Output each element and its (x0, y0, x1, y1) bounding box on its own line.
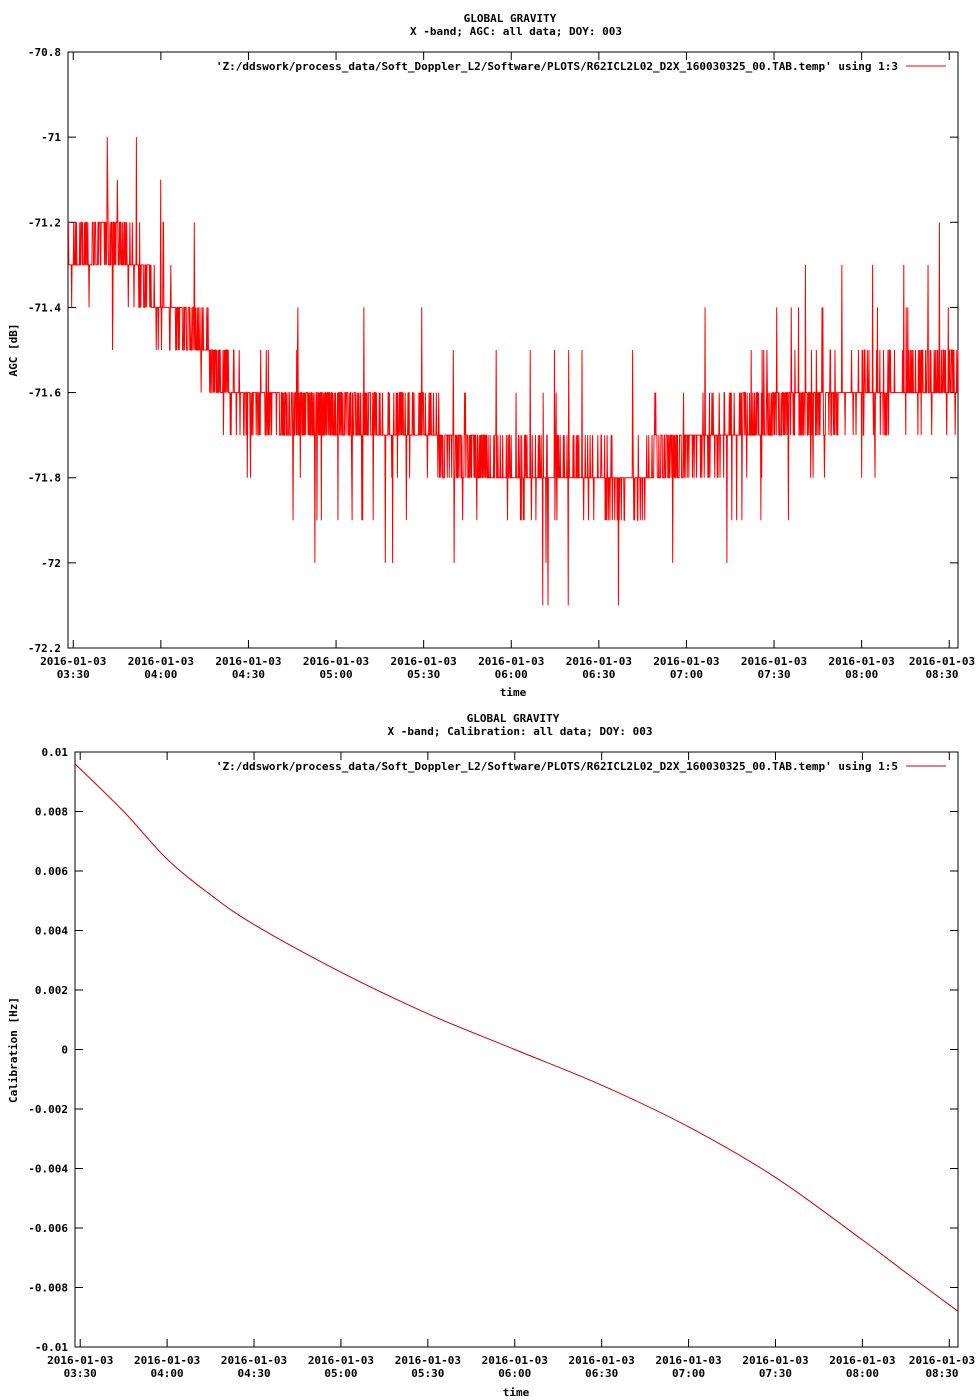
y-tick-label: 0.008 (35, 806, 68, 819)
x-tick-label-date: 2016-01-03 (303, 655, 369, 668)
calibration-plot-frame (74, 751, 959, 1348)
x-tick-label-date: 2016-01-03 (128, 655, 194, 668)
x-tick-label-time: 07:30 (757, 668, 790, 681)
x-tick-label-date: 2016-01-03 (742, 1354, 808, 1367)
x-tick-label-date: 2016-01-03 (308, 1354, 374, 1367)
x-tick-label-date: 2016-01-03 (909, 1354, 975, 1367)
y-tick-label: -71.8 (28, 472, 61, 485)
x-tick-label-date: 2016-01-03 (909, 655, 975, 668)
x-tick-label-date: 2016-01-03 (215, 655, 281, 668)
y-tick-label: 0 (61, 1044, 68, 1057)
x-tick-label-time: 08:00 (846, 1367, 879, 1380)
x-tick-label-time: 07:30 (759, 1367, 792, 1380)
x-tick-label-date: 2016-01-03 (566, 655, 632, 668)
x-tick-label-date: 2016-01-03 (391, 655, 457, 668)
x-tick-label-time: 05:30 (407, 668, 440, 681)
agc-series (67, 137, 959, 606)
y-tick-label: -71.6 (28, 387, 61, 400)
x-tick-label-date: 2016-01-03 (134, 1354, 200, 1367)
calibration-x-axis: 2016-01-0303:302016-01-0304:002016-01-03… (47, 752, 975, 1380)
y-tick-label: -72 (41, 557, 61, 570)
x-tick-label-time: 08:30 (925, 668, 958, 681)
x-tick-label-date: 2016-01-03 (40, 655, 106, 668)
calibration-series (74, 763, 959, 1312)
x-tick-label-date: 2016-01-03 (653, 655, 719, 668)
y-tick-label: 0.002 (35, 984, 68, 997)
agc-chart: GLOBAL GRAVITY X -band; AGC: all data; D… (7, 12, 975, 699)
y-tick-label: -71.4 (28, 301, 61, 314)
y-tick-label: -0.01 (35, 1341, 68, 1354)
y-tick-label: -70.8 (28, 46, 61, 59)
y-tick-label: -72.2 (28, 642, 61, 655)
x-tick-label-time: 06:30 (585, 1367, 618, 1380)
y-tick-label: -0.002 (28, 1103, 68, 1116)
calibration-chart-title: GLOBAL GRAVITY (467, 712, 560, 725)
x-tick-label-time: 06:00 (495, 668, 528, 681)
x-tick-label-time: 08:30 (925, 1367, 958, 1380)
x-tick-label-time: 04:00 (151, 1367, 184, 1380)
y-tick-label: 0.006 (35, 865, 68, 878)
x-tick-label-date: 2016-01-03 (395, 1354, 461, 1367)
agc-chart-subtitle: X -band; AGC: all data; DOY: 003 (410, 25, 622, 38)
calibration-x-axis-label: time (503, 1386, 530, 1399)
x-tick-label-time: 05:00 (319, 668, 352, 681)
calibration-y-axis-label: Calibration [Hz] (7, 997, 20, 1103)
x-tick-label-time: 03:30 (64, 1367, 97, 1380)
calibration-chart-subtitle: X -band; Calibration: all data; DOY: 003 (388, 725, 653, 738)
x-tick-label-date: 2016-01-03 (829, 655, 895, 668)
x-tick-label-date: 2016-01-03 (478, 655, 544, 668)
calibration-series-line (74, 763, 959, 1312)
y-tick-label: -0.008 (28, 1282, 68, 1295)
x-tick-label-time: 06:30 (582, 668, 615, 681)
y-tick-label: -0.006 (28, 1222, 68, 1235)
x-tick-label-time: 08:00 (845, 668, 878, 681)
x-tick-label-time: 07:00 (670, 668, 703, 681)
x-tick-label-time: 06:00 (498, 1367, 531, 1380)
y-tick-label: -0.004 (28, 1163, 68, 1176)
x-tick-label-date: 2016-01-03 (47, 1354, 113, 1367)
x-tick-label-time: 05:00 (324, 1367, 357, 1380)
agc-x-axis: 2016-01-0303:302016-01-0304:002016-01-03… (40, 52, 975, 681)
x-tick-label-time: 04:00 (144, 668, 177, 681)
calibration-chart: GLOBAL GRAVITY X -band; Calibration: all… (7, 712, 975, 1399)
x-tick-label-date: 2016-01-03 (655, 1354, 721, 1367)
agc-y-axis: -70.8 -71 -71.2 -71.4 -71.6 -71.8 -72 -72.2 (28, 46, 958, 655)
x-tick-label-time: 03:30 (57, 668, 90, 681)
agc-chart-title: GLOBAL GRAVITY (464, 12, 557, 25)
x-tick-label-date: 2016-01-03 (482, 1354, 548, 1367)
x-tick-label-time: 04:30 (237, 1367, 270, 1380)
x-tick-label-date: 2016-01-03 (569, 1354, 635, 1367)
agc-series-line (67, 137, 959, 606)
y-tick-label: -71 (41, 131, 61, 144)
x-tick-label-date: 2016-01-03 (829, 1354, 895, 1367)
agc-x-axis-label: time (500, 686, 527, 699)
x-tick-label-date: 2016-01-03 (741, 655, 807, 668)
agc-legend-label: 'Z:/ddswork/process_data/Soft_Doppler_L2… (216, 60, 898, 73)
x-tick-label-time: 04:30 (232, 668, 265, 681)
calibration-y-axis: 0.01 0.008 0.006 0.004 0.002 0 -0.002 -0.004 -0.… (28, 746, 958, 1354)
y-tick-label: 0.01 (42, 746, 69, 759)
calibration-legend-label: 'Z:/ddswork/process_data/Soft_Doppler_L2… (216, 760, 898, 773)
agc-y-axis-label: AGC [dB] (7, 324, 20, 377)
y-tick-label: 0.004 (35, 925, 68, 938)
x-tick-label-time: 07:00 (672, 1367, 705, 1380)
x-tick-label-time: 05:30 (411, 1367, 444, 1380)
x-tick-label-date: 2016-01-03 (221, 1354, 287, 1367)
y-tick-label: -71.2 (28, 216, 61, 229)
